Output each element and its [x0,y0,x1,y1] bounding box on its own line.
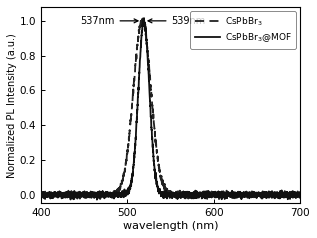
CsPbBr$_3$@MOF [39,191,43,194]
Text: 539nm: 539nm [148,16,206,26]
CsPbBr$_3$ [265,192,269,194]
Line: CsPbBr$_3$: CsPbBr$_3$ [41,19,300,199]
Line: CsPbBr$_3$@MOF: CsPbBr$_3$@MOF [41,18,300,200]
CsPbBr$_3$ [69,195,73,198]
CsPbBr$_3$@MOF [69,194,73,197]
CsPbBr$_3$@MOF [298,191,302,193]
CsPbBr$_3$@MOF [84,195,88,198]
CsPbBr$_3$ [298,193,302,196]
CsPbBr$_3$ [294,193,297,196]
Text: 537nm: 537nm [80,16,138,26]
CsPbBr$_3$@MOF [139,50,142,53]
CsPbBr$_3$@MOF [266,191,269,194]
CsPbBr$_3$@MOF [95,198,99,201]
CsPbBr$_3$@MOF [294,196,297,199]
Y-axis label: Normalized PL Intensity (a.u.): Normalized PL Intensity (a.u.) [7,33,17,178]
CsPbBr$_3$ [139,22,142,25]
Legend: CsPbBr$_3$, CsPbBr$_3$@MOF: CsPbBr$_3$, CsPbBr$_3$@MOF [190,11,296,49]
CsPbBr$_3$@MOF [150,133,154,135]
CsPbBr$_3$ [39,191,43,194]
CsPbBr$_3$ [270,198,274,201]
CsPbBr$_3$ [150,96,154,99]
X-axis label: wavelength (nm): wavelength (nm) [123,221,218,231]
CsPbBr$_3$ [141,17,145,20]
CsPbBr$_3$@MOF [142,17,146,20]
CsPbBr$_3$ [84,195,88,198]
